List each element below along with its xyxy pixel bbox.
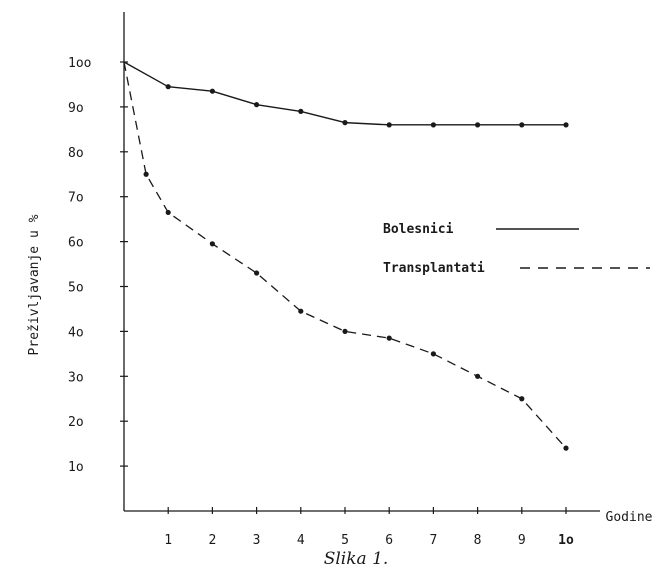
data-point xyxy=(298,108,304,114)
y-axis-ticks: 1o 2o 3o 4o 5o 6o 7o 8o 9o 1oo xyxy=(68,56,128,475)
data-point xyxy=(342,328,348,334)
data-point xyxy=(342,120,348,126)
legend-label-bolesnici: Bolesnici xyxy=(383,222,454,237)
y-tick-label: 9o xyxy=(68,101,84,116)
data-point xyxy=(165,84,171,90)
series-line-bolesnici xyxy=(123,61,566,126)
data-point xyxy=(519,396,525,402)
chart-axes xyxy=(123,12,600,512)
series-bolesnici xyxy=(123,61,569,128)
y-tick-label: 2o xyxy=(68,415,84,430)
y-tick-label: 6o xyxy=(68,236,84,251)
data-point xyxy=(475,122,481,128)
y-tick-label: 7o xyxy=(68,191,84,206)
x-tick-label: 4 xyxy=(297,533,305,548)
x-axis-label: Godine xyxy=(606,510,653,525)
y-tick-label: 5o xyxy=(68,281,84,296)
y-axis-label: Preživljavanje u % xyxy=(27,214,42,355)
x-tick-label: 3 xyxy=(253,533,261,548)
series-transplantati xyxy=(123,61,569,451)
data-point xyxy=(475,373,481,379)
x-tick-label: 9 xyxy=(518,533,526,548)
data-point xyxy=(563,445,569,451)
figure-caption: Slika 1. xyxy=(324,549,389,569)
y-tick-label: 1oo xyxy=(68,56,91,71)
data-point xyxy=(254,102,260,108)
data-point xyxy=(143,171,149,177)
y-tick-label: 8o xyxy=(68,146,84,161)
legend-label-transplantati: Transplantati xyxy=(383,261,485,276)
chart-legend: Bolesnici Transplantati xyxy=(383,222,650,276)
data-point xyxy=(430,122,436,128)
x-tick-label: 8 xyxy=(474,533,482,548)
x-tick-label: 2 xyxy=(208,533,216,548)
y-tick-label: 3o xyxy=(68,370,84,385)
x-tick-label: 7 xyxy=(429,533,437,548)
series-line-transplantati xyxy=(123,61,567,449)
chart-series xyxy=(123,61,569,451)
x-tick-label: 5 xyxy=(341,533,349,548)
x-tick-label: 1o xyxy=(558,533,574,548)
data-point xyxy=(430,351,436,357)
y-tick-label: 4o xyxy=(68,325,84,340)
data-point xyxy=(386,122,392,128)
data-point xyxy=(298,308,304,314)
data-point xyxy=(209,88,215,94)
x-tick-label: 6 xyxy=(385,533,393,548)
x-tick-label: 1 xyxy=(164,533,172,548)
x-axis-ticks: 1 2 3 4 5 6 7 8 9 1o xyxy=(164,507,574,548)
data-point xyxy=(165,209,171,216)
data-point xyxy=(563,122,569,128)
data-point xyxy=(519,122,525,128)
data-point xyxy=(386,335,392,341)
data-point xyxy=(209,241,215,247)
y-tick-label: 1o xyxy=(68,460,84,475)
data-point xyxy=(254,270,260,276)
